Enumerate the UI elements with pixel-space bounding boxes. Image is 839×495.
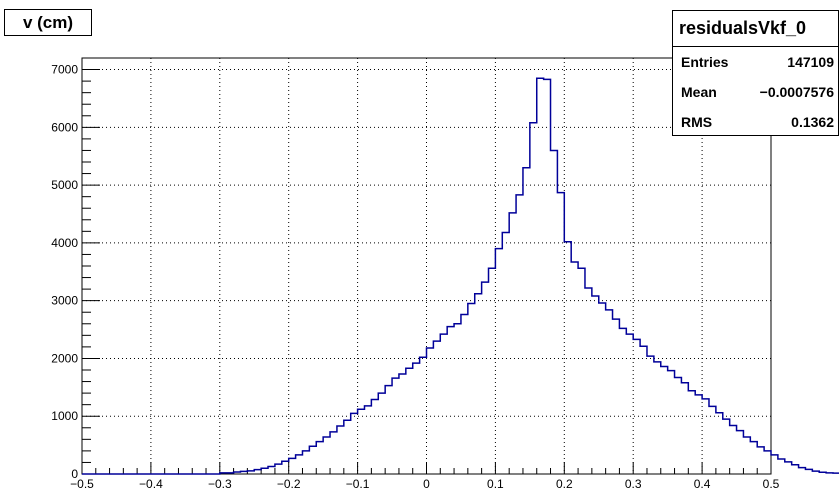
stats-title: residualsVkf_0 (673, 11, 838, 47)
y-tick-label: 1000 (51, 409, 78, 423)
x-tick-label: 0.3 (625, 477, 642, 491)
stats-row-mean: Mean −0.0007576 (673, 77, 838, 107)
x-tick-label: 0.2 (556, 477, 573, 491)
x-tick-label: 0 (423, 477, 430, 491)
y-tick-label: 3000 (51, 294, 78, 308)
stats-row-rms: RMS 0.1362 (673, 107, 838, 137)
stats-label: Mean (681, 84, 717, 100)
x-tick-label: −0.1 (346, 477, 370, 491)
y-tick-label: 6000 (51, 120, 78, 134)
y-tick-label: 2000 (51, 351, 78, 365)
tick-labels: −0.5 −0.4 −0.3 −0.2 −0.1 0 0.1 0.2 0.3 0.4 0.5 0 100… (51, 63, 779, 491)
stats-label: RMS (681, 114, 713, 130)
stats-label: Entries (681, 54, 729, 70)
y-tick-label: 5000 (51, 178, 78, 192)
stats-row-entries: Entries 147109 (673, 47, 838, 77)
x-tick-label: −0.3 (208, 477, 232, 491)
y-tick-label: 0 (71, 467, 78, 481)
axis-ticks (81, 57, 772, 475)
stats-box: residualsVkf_0 Entries 147109 Mean −0.00… (672, 10, 839, 136)
x-tick-label: 0.5 (763, 477, 780, 491)
y-tick-label: 4000 (51, 236, 78, 250)
x-tick-label: 0.1 (487, 477, 504, 491)
x-tick-label: 0.4 (694, 477, 711, 491)
stats-value: 0.1362 (791, 114, 834, 130)
grid-lines (82, 58, 771, 474)
histogram-title: v (cm) (4, 9, 92, 36)
x-tick-label: −0.2 (277, 477, 301, 491)
histogram-series-line (82, 77, 839, 475)
x-tick-label: −0.4 (139, 477, 163, 491)
stats-value: −0.0007576 (759, 84, 834, 100)
stats-value: 147109 (787, 54, 834, 70)
y-tick-label: 7000 (51, 63, 78, 77)
x-tick-label: −0.5 (70, 477, 94, 491)
